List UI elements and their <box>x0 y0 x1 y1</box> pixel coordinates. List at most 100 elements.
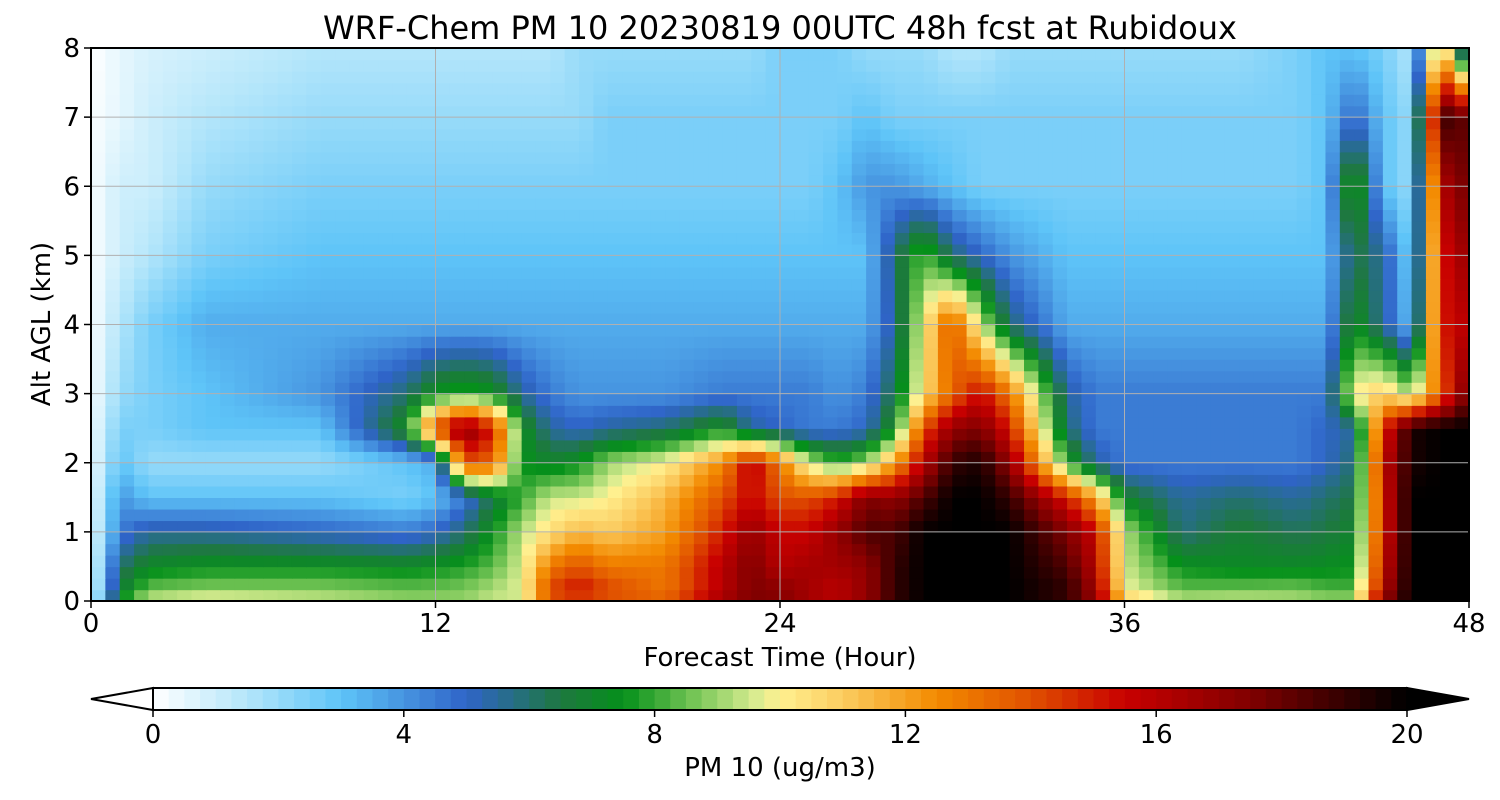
heatmap-cell <box>866 174 882 187</box>
heatmap-cell <box>435 278 451 291</box>
heatmap-cell <box>550 474 566 487</box>
heatmap-cell <box>349 324 365 337</box>
heatmap-cell <box>521 347 537 360</box>
heatmap-cell <box>1196 105 1212 118</box>
heatmap-cell <box>306 462 322 475</box>
heatmap-cell <box>1153 474 1169 487</box>
heatmap-cell <box>162 336 178 349</box>
heatmap-cell <box>937 497 953 510</box>
heatmap-cell <box>1081 439 1097 452</box>
heatmap-cell <box>421 451 437 464</box>
heatmap-cell <box>980 243 997 257</box>
heatmap-cell <box>1081 140 1097 153</box>
heatmap-cell <box>1181 508 1197 522</box>
heatmap-cell <box>636 416 652 429</box>
heatmap-cell <box>1095 278 1111 291</box>
heatmap-cell <box>679 405 695 418</box>
heatmap-cell <box>593 416 609 429</box>
heatmap-cell <box>363 347 379 360</box>
heatmap-cell <box>478 220 494 234</box>
heatmap-cell <box>1368 405 1384 418</box>
heatmap-cell <box>923 186 939 199</box>
heatmap-cell <box>378 278 394 291</box>
heatmap-cell <box>134 497 150 510</box>
heatmap-cell <box>607 543 623 556</box>
heatmap-cell <box>808 577 824 591</box>
heatmap-cell <box>119 416 135 429</box>
heatmap-cell <box>177 531 193 545</box>
heatmap-cell <box>708 439 724 452</box>
heatmap-cell <box>593 324 609 337</box>
heatmap-cell <box>665 439 681 452</box>
heatmap-cell <box>1311 485 1327 499</box>
heatmap-cell <box>535 520 552 533</box>
heatmap-cell <box>1268 59 1284 72</box>
heatmap-cell <box>306 543 322 556</box>
heatmap-cell <box>291 370 308 383</box>
heatmap-cell <box>162 382 178 395</box>
heatmap-cell <box>1196 266 1212 280</box>
heatmap-cell <box>923 117 939 130</box>
colorbar-band <box>732 688 750 710</box>
heatmap-cell <box>1339 474 1355 487</box>
heatmap-cell <box>191 94 207 107</box>
heatmap-cell <box>708 336 724 349</box>
heatmap-cell <box>866 163 882 176</box>
heatmap-cell <box>1253 128 1269 141</box>
heatmap-cell <box>1081 105 1097 118</box>
heatmap-cell <box>464 543 480 556</box>
heatmap-cell <box>1124 543 1140 556</box>
heatmap-cell <box>492 347 508 360</box>
heatmap-cell <box>220 520 236 533</box>
heatmap-cell <box>550 255 566 268</box>
heatmap-cell <box>148 140 164 153</box>
heatmap-cell <box>248 451 264 464</box>
heatmap-cell <box>162 520 178 533</box>
heatmap-cell <box>1440 140 1456 153</box>
heatmap-cell <box>521 48 537 61</box>
heatmap-cell <box>736 531 752 545</box>
heatmap-cell <box>622 462 638 475</box>
heatmap-cell <box>1411 209 1427 222</box>
heatmap-cell <box>220 140 236 153</box>
heatmap-cell <box>708 128 724 141</box>
heatmap-cell <box>837 48 853 61</box>
heatmap-cell <box>1440 59 1456 72</box>
heatmap-cell <box>1138 393 1154 406</box>
heatmap-cell <box>894 451 910 464</box>
heatmap-cell <box>1153 543 1169 556</box>
heatmap-cell <box>995 255 1011 268</box>
heatmap-cell <box>851 520 867 533</box>
heatmap-cell <box>91 474 107 487</box>
heatmap-cell <box>119 336 135 349</box>
heatmap-cell <box>220 451 236 464</box>
heatmap-cell <box>1196 393 1212 406</box>
heatmap-cell <box>550 243 566 257</box>
heatmap-cell <box>952 520 968 533</box>
heatmap-cell <box>1282 301 1298 314</box>
heatmap-cell <box>1024 416 1040 429</box>
heatmap-cell <box>119 151 135 164</box>
heatmap-cell <box>1411 94 1427 107</box>
heatmap-cell <box>1382 232 1398 245</box>
heatmap-cell <box>1110 48 1126 61</box>
heatmap-cell <box>1124 474 1140 487</box>
heatmap-cell <box>937 531 953 545</box>
heatmap-cell <box>1138 163 1154 176</box>
heatmap-cell <box>607 220 623 234</box>
heatmap-cell <box>162 577 178 591</box>
heatmap-cell <box>1268 105 1284 118</box>
heatmap-cell <box>507 474 523 487</box>
heatmap-cell <box>866 266 882 280</box>
heatmap-cell <box>780 508 796 522</box>
heatmap-cell <box>966 82 982 95</box>
heatmap-cell <box>650 186 666 199</box>
heatmap-cell <box>1411 232 1427 245</box>
heatmap-cell <box>1311 94 1327 107</box>
heatmap-cell <box>693 474 709 487</box>
heatmap-cell <box>205 405 221 418</box>
heatmap-cell <box>1368 255 1384 268</box>
heatmap-cell <box>291 508 308 522</box>
heatmap-cell <box>837 347 853 360</box>
heatmap-cell <box>335 531 351 545</box>
